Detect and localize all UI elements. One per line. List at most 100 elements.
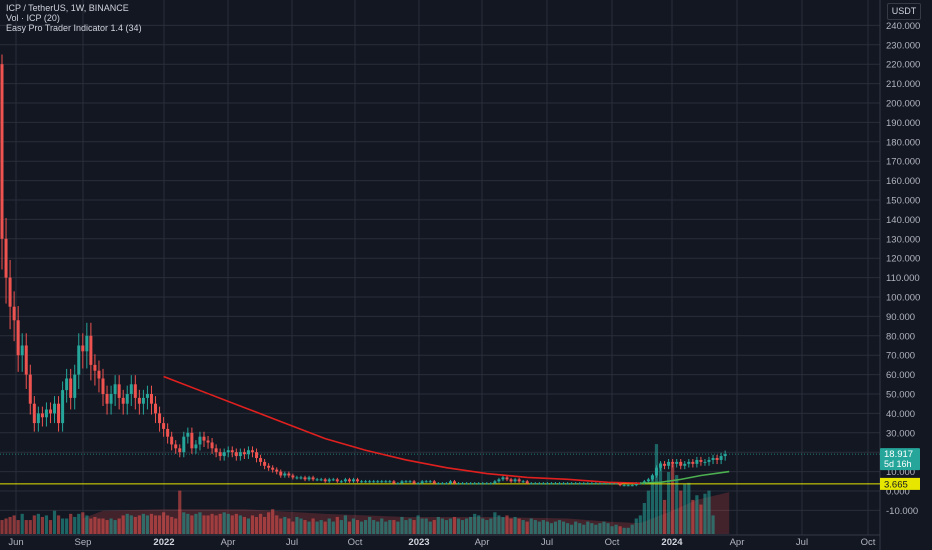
candle-body[interactable] (416, 483, 420, 485)
volume-bar[interactable] (574, 521, 578, 534)
volume-bar[interactable] (141, 513, 145, 534)
volume-bar[interactable] (355, 520, 360, 534)
candle-body[interactable] (283, 473, 287, 476)
candle-body[interactable] (238, 452, 242, 457)
candle-body[interactable] (347, 479, 351, 482)
volume-bar[interactable] (545, 521, 549, 534)
volume-bar[interactable] (8, 516, 12, 534)
legend-indicator[interactable]: Easy Pro Trader Indicator 1.4 (34) (6, 23, 142, 33)
volume-bar[interactable] (16, 520, 20, 534)
candle-body[interactable] (218, 452, 222, 457)
volume-bar[interactable] (566, 523, 570, 534)
candle-body[interactable] (659, 463, 663, 468)
candle-body[interactable] (170, 436, 174, 445)
volume-bar[interactable] (477, 515, 481, 534)
candle-body[interactable] (210, 442, 214, 449)
candle-body[interactable] (630, 485, 634, 487)
candle-body[interactable] (93, 364, 97, 371)
candle-body[interactable] (186, 432, 190, 437)
volume-bar[interactable] (404, 520, 408, 534)
candle-body[interactable] (457, 483, 461, 485)
volume-bar[interactable] (174, 518, 178, 535)
candle-body[interactable] (20, 345, 24, 356)
candle-body[interactable] (562, 483, 566, 485)
volume-bar[interactable] (481, 518, 485, 535)
volume-bar[interactable] (650, 475, 655, 534)
volume-bar[interactable] (137, 515, 141, 534)
volume-bar[interactable] (662, 499, 667, 534)
volume-bar[interactable] (315, 521, 319, 534)
candle-body[interactable] (166, 428, 170, 437)
candle-body[interactable] (622, 485, 626, 487)
candle-body[interactable] (594, 483, 598, 485)
volume-bar[interactable] (691, 499, 695, 534)
volume-bar[interactable] (311, 518, 315, 535)
volume-bar[interactable] (646, 490, 650, 534)
candle-body[interactable] (4, 238, 8, 278)
volume-bar[interactable] (707, 490, 711, 534)
volume-bar[interactable] (335, 516, 339, 534)
volume-bar[interactable] (242, 516, 246, 534)
candle-body[interactable] (271, 467, 275, 470)
candle-body[interactable] (24, 345, 28, 375)
volume-bar[interactable] (36, 513, 40, 534)
candle-body[interactable] (226, 450, 230, 453)
candle-body[interactable] (97, 370, 101, 379)
candle-body[interactable] (384, 481, 388, 483)
volume-bar[interactable] (295, 516, 299, 534)
volume-bar[interactable] (683, 484, 687, 534)
volume-bar[interactable] (113, 520, 117, 534)
volume-bar[interactable] (570, 524, 574, 534)
candle-body[interactable] (408, 481, 412, 483)
candle-body[interactable] (671, 461, 675, 464)
volume-bar[interactable] (517, 518, 521, 535)
volume-bar[interactable] (634, 518, 638, 535)
volume-bar[interactable] (157, 515, 162, 534)
candle-body[interactable] (654, 467, 658, 476)
candle-body[interactable] (307, 477, 311, 480)
volume-bar[interactable] (153, 515, 158, 534)
volume-bar[interactable] (465, 518, 469, 535)
candle-body[interactable] (715, 458, 719, 460)
candle-body[interactable] (545, 483, 549, 485)
volume-bar[interactable] (703, 493, 707, 534)
candle-body[interactable] (396, 483, 400, 485)
candle-body[interactable] (452, 481, 456, 484)
volume-bar[interactable] (0, 520, 4, 534)
volume-bar[interactable] (553, 521, 558, 534)
candle-body[interactable] (16, 320, 20, 356)
candle-body[interactable] (154, 403, 158, 414)
candle-body[interactable] (525, 481, 529, 484)
candle-body[interactable] (679, 461, 683, 466)
volume-bar[interactable] (505, 515, 509, 534)
volume-bar[interactable] (638, 515, 642, 534)
volume-bar[interactable] (238, 515, 242, 534)
volume-bar[interactable] (283, 516, 287, 534)
candle-body[interactable] (162, 423, 166, 429)
candle-body[interactable] (53, 403, 57, 414)
candle-body[interactable] (174, 444, 178, 449)
candle-body[interactable] (331, 479, 335, 481)
volume-bar[interactable] (202, 515, 206, 534)
candle-body[interactable] (606, 483, 610, 485)
candle-body[interactable] (590, 483, 594, 485)
volume-bar[interactable] (473, 513, 477, 534)
candle-body[interactable] (509, 479, 513, 482)
volume-bar[interactable] (275, 515, 279, 534)
volume-bar[interactable] (598, 523, 602, 534)
volume-bar[interactable] (267, 512, 271, 534)
candle-body[interactable] (137, 397, 141, 404)
volume-bar[interactable] (509, 518, 513, 535)
candle-body[interactable] (360, 481, 364, 483)
volume-bar[interactable] (287, 518, 291, 535)
candle-body[interactable] (291, 475, 295, 478)
currency-label[interactable]: USDT (887, 3, 921, 20)
candle-body[interactable] (707, 459, 711, 462)
candle-body[interactable] (691, 461, 695, 464)
candle-body[interactable] (513, 479, 517, 482)
volume-bar[interactable] (610, 526, 614, 534)
legend-symbol[interactable]: ICP / TetherUS, 1W, BINANCE (6, 3, 129, 13)
candle-body[interactable] (529, 483, 533, 485)
candle-body[interactable] (230, 450, 234, 453)
